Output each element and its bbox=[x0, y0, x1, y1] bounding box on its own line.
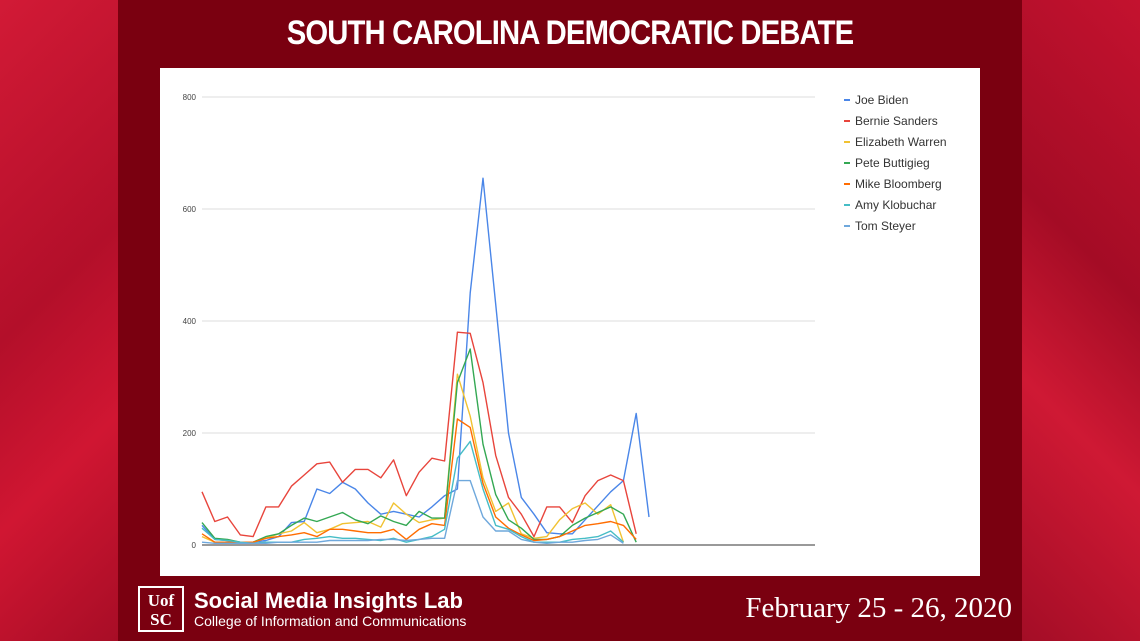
legend-label: Pete Buttigieg bbox=[855, 156, 930, 170]
series-line-amy-klobuchar bbox=[201, 440, 624, 544]
event-date: February 25 - 26, 2020 bbox=[745, 592, 1012, 624]
y-tick-label: 800 bbox=[183, 93, 197, 102]
page-title: SOUTH CAROLINA DEMOCRATIC DEBATE bbox=[286, 14, 854, 52]
series-line-tom-steyer bbox=[201, 479, 624, 544]
background-right-panel bbox=[1020, 0, 1140, 641]
y-tick-label: 200 bbox=[183, 429, 197, 438]
series-line-elizabeth-warren bbox=[201, 373, 625, 543]
series-line-mike-bloomberg bbox=[201, 418, 637, 543]
legend-label: Tom Steyer bbox=[855, 219, 916, 233]
legend-label: Mike Bloomberg bbox=[855, 177, 942, 191]
y-tick-label: 600 bbox=[183, 205, 197, 214]
legend-label: Joe Biden bbox=[855, 93, 908, 107]
legend-label: Elizabeth Warren bbox=[855, 135, 947, 149]
lab-subtitle: College of Information and Communication… bbox=[194, 613, 467, 629]
line-chart: 0 200 400 600 800 Joe Biden Bernie Sanders Eliz… bbox=[183, 93, 947, 550]
uofsc-logo: Uof SC bbox=[138, 586, 184, 632]
legend-label: Amy Klobuchar bbox=[855, 198, 936, 212]
series-line-bernie-sanders bbox=[201, 331, 637, 538]
y-tick-label: 400 bbox=[183, 317, 197, 326]
series-line-joe-biden bbox=[201, 177, 650, 543]
legend-label: Bernie Sanders bbox=[855, 114, 938, 128]
y-tick-label: 0 bbox=[192, 541, 197, 550]
series-line-pete-buttigieg bbox=[201, 348, 637, 543]
background-left-panel bbox=[0, 0, 120, 641]
lab-name: Social Media Insights Lab bbox=[194, 588, 463, 613]
chart-panel: 0 200 400 600 800 Joe Biden Bernie Sanders Eliz… bbox=[160, 68, 980, 576]
